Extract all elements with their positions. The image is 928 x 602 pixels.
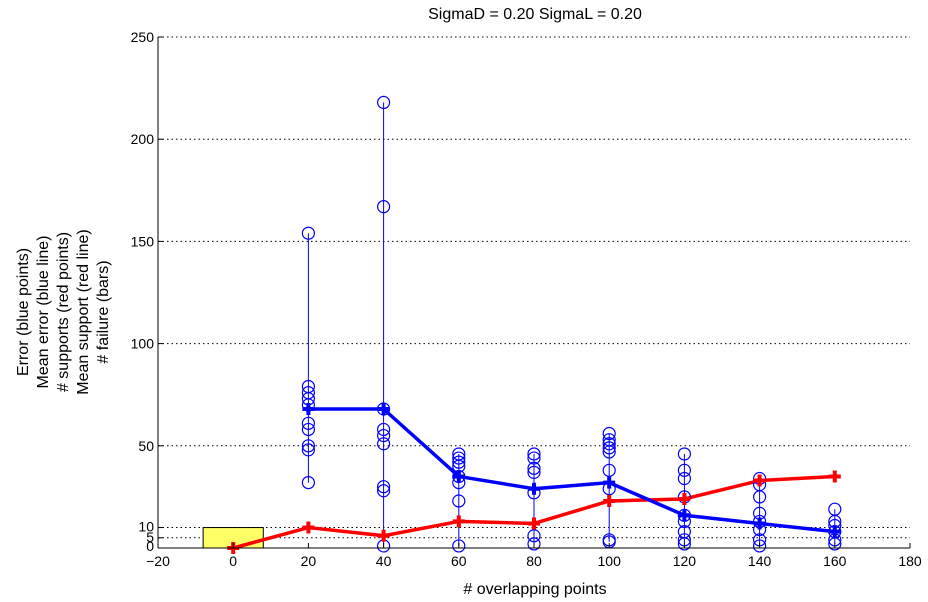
x-tick-label: 160 [823,553,847,569]
error-point [527,537,541,551]
error-point [377,480,391,494]
y-tick-label: 100 [131,336,155,352]
error-point [452,455,466,469]
x-tick-label: 100 [598,553,622,569]
error-point [452,539,466,553]
error-point [301,379,315,394]
x-tick-label: 180 [898,553,922,569]
mean-error-marker [828,525,841,538]
mean-error-marker [753,517,766,530]
mean-support-marker [377,529,390,542]
error-point [452,451,466,465]
error-point [301,443,315,457]
mean-error-line [308,407,835,534]
x-tick-label: 80 [526,553,542,569]
error-point [677,463,692,477]
error-point [527,465,541,479]
error-point [677,447,692,461]
x-tick-labels: −20 0 20 40 60 80 100 120 140 160 180 [146,553,922,569]
mean-support-marker [753,474,766,487]
error-point [301,439,315,453]
error-point [527,451,541,465]
y-tick-label: 5 [146,529,154,545]
mean-support-marker [678,492,691,505]
y-tick-label: 0 [146,538,154,554]
x-tick-label: 20 [301,553,317,569]
y-axis-label: Error (blue points) Mean error (blue lin… [15,229,112,394]
error-point [301,416,315,430]
y-tick-label: 200 [131,131,155,147]
y-axis-label-line-2: Mean error (blue line) [35,236,52,389]
x-axis-label: # overlapping points [463,581,606,598]
y-axis-label-line-5: # failure (bars) [95,260,112,363]
x-tick-label: 0 [229,553,237,569]
error-point [527,529,541,543]
error-point [377,95,391,110]
x-tick-label: 120 [673,553,697,569]
mean-error-marker [452,470,465,483]
error-point [377,422,391,437]
mean-error-marker [377,403,390,416]
mean-error-marker [678,509,691,522]
error-point [377,200,391,214]
y-tick-label: 10 [138,519,154,535]
mean-support-marker [828,470,841,483]
mean-support-marker [452,515,465,528]
mean-support-marker [603,494,616,507]
error-point [677,525,692,539]
mean-error-polyline [308,407,835,534]
error-point [377,428,391,443]
x-tick-label: 60 [451,553,467,569]
y-tick-label: 250 [131,29,155,45]
mean-support-marker [528,517,540,530]
error-point [752,539,767,553]
error-point [602,437,616,451]
x-tick-label: −20 [146,553,170,569]
error-point [301,226,315,240]
chart-title: SigmaD = 0.20 SigmaL = 0.20 [428,6,642,23]
error-point [677,471,692,486]
error-point [828,502,842,516]
error-point [377,437,391,451]
mean-error-marker [603,476,616,489]
x-tick-label: 40 [376,553,392,569]
error-point [527,461,541,475]
error-point [301,422,315,437]
error-point [527,447,541,461]
mean-error-marker [528,482,540,495]
y-tick-label: 150 [131,233,155,249]
error-point [602,441,616,455]
error-point [301,475,315,490]
error-point [602,463,616,477]
mean-markers [227,403,841,554]
error-point [301,386,315,400]
axes [157,36,911,549]
mean-error-marker [302,403,315,416]
mean-support-marker [302,521,315,534]
x-tick-label: 140 [748,553,772,569]
error-point [452,494,466,508]
error-point [377,484,391,498]
plot-area [157,36,911,554]
y-axis-label-line-3: # supports (red points) [55,232,72,392]
error-point [602,433,616,447]
y-axis-label-line-4: Mean support (red line) [75,229,92,394]
y-tick-label: 50 [138,438,154,454]
y-axis-label-line-1: Error (blue points) [15,248,32,376]
error-point [602,426,616,441]
error-point [452,447,466,461]
